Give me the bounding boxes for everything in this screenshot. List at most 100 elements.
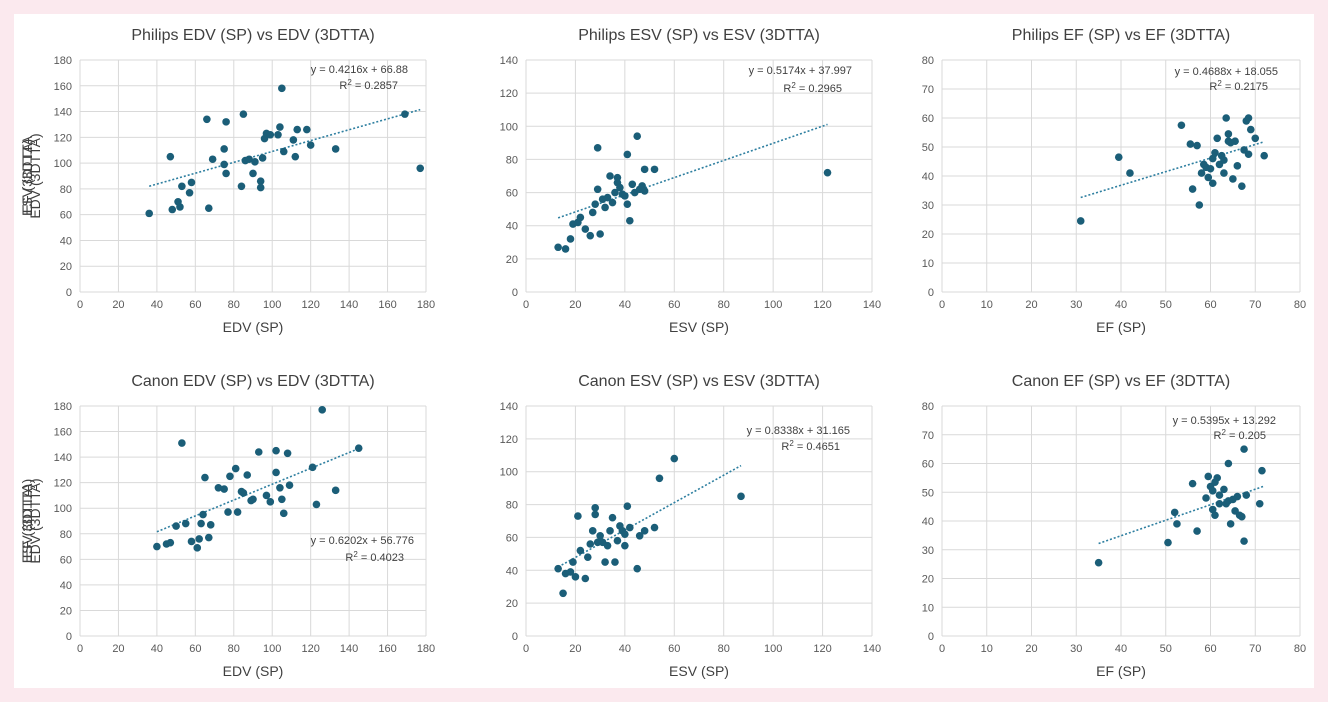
- y-tick-label: 120: [500, 88, 518, 100]
- data-point: [581, 225, 590, 233]
- data-point: [206, 521, 215, 529]
- data-point: [633, 132, 642, 141]
- data-point: [621, 530, 629, 538]
- chart-title: Canon EF (SP) vs EF (3DTTA): [1012, 373, 1230, 390]
- x-tick-label: 80: [228, 643, 240, 655]
- chart-title: Philips EDV (SP) vs EDV (3DTTA): [131, 27, 374, 44]
- x-tick-label: 120: [301, 643, 319, 655]
- data-point: [581, 574, 590, 583]
- y-tick-label: 30: [922, 200, 934, 212]
- data-point: [621, 541, 629, 550]
- chart-4: 0 20 40 60 80 100 120 140 160 180 0 20 40 60 80 100 120 1…: [27, 373, 435, 679]
- y-tick-label: 160: [54, 427, 72, 439]
- data-point: [224, 508, 232, 516]
- r-squared-label: R2 = 0.2965: [783, 81, 842, 95]
- x-tick-label: 50: [1160, 643, 1172, 655]
- x-tick-label: 30: [1070, 643, 1082, 655]
- y-tick-label: 160: [54, 81, 72, 93]
- y-tick-label: 10: [922, 258, 934, 270]
- x-axis-label: EDV (SP): [223, 663, 284, 679]
- data-point: [593, 185, 602, 194]
- y-tick-label: 80: [506, 154, 518, 166]
- y-tick-label: 0: [928, 287, 934, 299]
- y-tick-label: 20: [60, 605, 72, 617]
- data-point: [187, 178, 196, 187]
- y-tick-label: 40: [506, 565, 518, 577]
- data-point: [1224, 459, 1233, 468]
- x-tick-label: 140: [340, 643, 358, 655]
- data-point: [176, 203, 184, 211]
- r-squared-label: R2 = 0.205: [1214, 428, 1266, 442]
- data-point: [354, 444, 363, 452]
- data-point: [1208, 505, 1217, 514]
- data-point: [1202, 494, 1210, 502]
- data-point: [1206, 164, 1215, 173]
- y-tick-label: 80: [922, 55, 934, 67]
- x-tick-label: 0: [77, 299, 83, 311]
- data-point: [1211, 511, 1219, 520]
- y-axis-label: EF (3DTTA): [19, 139, 35, 213]
- data-point: [606, 172, 614, 180]
- x-tick-label: 20: [112, 299, 124, 311]
- data-point: [635, 531, 644, 540]
- data-point: [243, 471, 252, 479]
- x-tick-label: 80: [718, 299, 730, 311]
- y-tick-label: 0: [66, 631, 72, 643]
- data-point: [1226, 520, 1235, 528]
- data-point: [608, 198, 617, 207]
- x-tick-label: 20: [112, 643, 124, 655]
- data-point: [231, 464, 240, 473]
- data-point: [233, 508, 242, 516]
- x-tick-label: 60: [668, 643, 680, 655]
- chart-title: Canon EDV (SP) vs EDV (3DTTA): [131, 373, 374, 390]
- data-point: [626, 216, 634, 225]
- data-point: [1238, 182, 1246, 190]
- trendline: [557, 123, 828, 219]
- y-tick-label: 70: [922, 84, 934, 96]
- data-point: [1188, 185, 1197, 193]
- data-point: [276, 483, 284, 492]
- data-point: [626, 523, 634, 532]
- chart-1: 0 20 40 60 80 100 120 140 160 180 0 20 40 60 80 100 120 1…: [27, 27, 435, 335]
- data-point: [166, 538, 175, 547]
- x-tick-label: 80: [718, 643, 730, 655]
- data-point: [1213, 474, 1222, 482]
- data-point: [1246, 125, 1255, 134]
- data-point: [554, 564, 562, 573]
- data-point: [608, 513, 617, 522]
- x-tick-label: 70: [1249, 299, 1261, 311]
- r-squared-label: R2 = 0.2175: [1209, 79, 1268, 93]
- chart-title: Philips EF (SP) vs EF (3DTTA): [1012, 27, 1230, 44]
- trendline-equation: y = 0.6202x + 56.776: [311, 535, 414, 547]
- data-point: [586, 231, 595, 240]
- data-point: [566, 568, 575, 576]
- data-point: [554, 243, 562, 252]
- data-point: [1094, 558, 1103, 567]
- x-tick-label: 20: [569, 299, 581, 311]
- data-point: [591, 510, 599, 519]
- r-squared-label: R2 = 0.2857: [339, 78, 398, 92]
- data-point: [593, 144, 602, 152]
- data-point: [640, 165, 649, 174]
- chart-title: Philips ESV (SP) vs ESV (3DTTA): [578, 27, 820, 44]
- y-tick-label: 60: [60, 210, 72, 222]
- data-point: [1076, 217, 1085, 225]
- x-tick-label: 60: [1204, 299, 1216, 311]
- data-point: [276, 123, 284, 131]
- y-tick-label: 0: [66, 287, 72, 299]
- data-point: [561, 245, 570, 253]
- trendline-equation: y = 0.5395x + 13.292: [1173, 415, 1276, 427]
- data-point: [245, 155, 253, 164]
- trendline: [557, 464, 742, 568]
- data-point: [670, 454, 679, 463]
- data-point: [601, 203, 609, 212]
- x-tick-label: 40: [1115, 643, 1127, 655]
- y-axis-label: ESV (3DTTA): [19, 479, 35, 564]
- r-squared-label: R2 = 0.4651: [781, 439, 840, 453]
- data-point: [1220, 485, 1228, 494]
- x-tick-label: 180: [417, 643, 435, 655]
- data-point: [1238, 512, 1246, 521]
- data-point: [623, 502, 632, 511]
- x-tick-label: 40: [151, 643, 163, 655]
- data-point: [1244, 114, 1253, 122]
